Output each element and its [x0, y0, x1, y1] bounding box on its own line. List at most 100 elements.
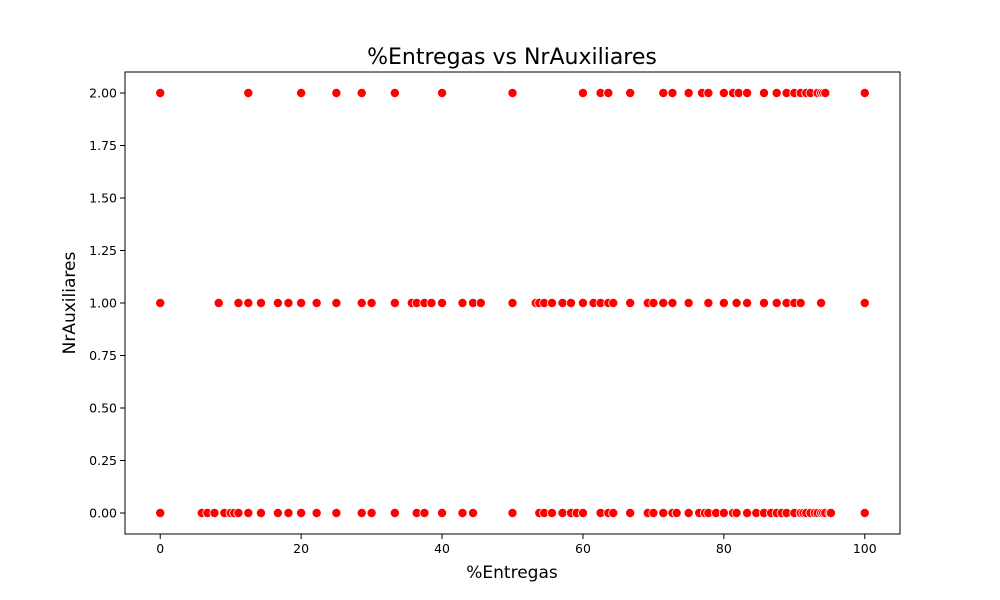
x-tick-label: 20: [293, 541, 309, 556]
data-point: [426, 297, 437, 308]
data-point: [389, 88, 400, 99]
x-axis: 0 20 40 60 80 100: [156, 534, 877, 556]
data-point: [457, 507, 468, 518]
data-point: [859, 88, 870, 99]
data-point: [243, 297, 254, 308]
data-point: [603, 88, 614, 99]
data-point: [437, 507, 448, 518]
x-tick-label: 60: [575, 541, 591, 556]
y-tick-label: 1.00: [89, 296, 117, 311]
data-point: [283, 507, 294, 518]
data-point: [718, 297, 729, 308]
y-axis-label: NrAuxiliares: [60, 252, 80, 355]
y-tick-label: 1.75: [89, 138, 117, 153]
data-point: [667, 88, 678, 99]
data-point: [771, 297, 782, 308]
data-point: [608, 507, 619, 518]
data-point: [759, 297, 770, 308]
data-point: [703, 297, 714, 308]
data-point: [658, 297, 669, 308]
data-point: [731, 507, 742, 518]
data-point: [389, 507, 400, 518]
data-point: [825, 507, 836, 518]
data-point: [331, 507, 342, 518]
data-point: [742, 88, 753, 99]
data-point: [671, 507, 682, 518]
data-point: [507, 88, 518, 99]
data-point: [718, 88, 729, 99]
data-point: [557, 297, 568, 308]
data-point: [331, 297, 342, 308]
data-point: [742, 297, 753, 308]
data-point: [155, 88, 166, 99]
data-point: [331, 88, 342, 99]
data-point: [283, 297, 294, 308]
data-point: [648, 297, 659, 308]
data-point: [296, 507, 307, 518]
data-point: [683, 507, 694, 518]
x-tick-label: 80: [716, 541, 732, 556]
data-point: [859, 297, 870, 308]
data-point: [795, 297, 806, 308]
data-point: [356, 297, 367, 308]
data-point: [546, 297, 557, 308]
data-point: [658, 507, 669, 518]
data-point: [468, 507, 479, 518]
data-point: [389, 297, 400, 308]
data-point: [565, 297, 576, 308]
x-tick-label: 100: [853, 541, 877, 556]
y-tick-label: 1.50: [89, 191, 117, 206]
data-point: [155, 297, 166, 308]
data-point: [733, 88, 744, 99]
data-point: [742, 507, 753, 518]
data-point: [243, 88, 254, 99]
data-point: [625, 297, 636, 308]
y-tick-label: 0.50: [89, 401, 117, 416]
data-point: [255, 507, 266, 518]
data-point: [243, 507, 254, 518]
chart-title: %Entregas vs NrAuxiliares: [367, 45, 657, 70]
data-point: [507, 297, 518, 308]
data-point: [577, 297, 588, 308]
data-point: [356, 88, 367, 99]
y-tick-label: 1.25: [89, 243, 117, 258]
data-point: [311, 297, 322, 308]
data-point: [771, 88, 782, 99]
data-point: [272, 507, 283, 518]
y-tick-label: 0.75: [89, 348, 117, 363]
data-point: [311, 507, 322, 518]
data-point: [296, 88, 307, 99]
data-point: [759, 88, 770, 99]
x-axis-label: %Entregas: [466, 563, 558, 583]
data-point: [648, 507, 659, 518]
data-point: [209, 507, 220, 518]
data-point: [255, 297, 266, 308]
data-point: [731, 297, 742, 308]
data-point: [546, 507, 557, 518]
data-point: [155, 507, 166, 518]
data-point: [475, 297, 486, 308]
y-axis: 0.00 0.25 0.50 0.75 1.00 1.25 1.50 1.75 2.00: [89, 86, 125, 521]
y-tick-label: 2.00: [89, 86, 117, 101]
data-point: [608, 297, 619, 308]
data-point: [577, 88, 588, 99]
data-point: [272, 297, 283, 308]
data-point: [457, 297, 468, 308]
data-point: [859, 507, 870, 518]
y-tick-label: 0.00: [89, 506, 117, 521]
data-point: [437, 88, 448, 99]
data-point: [233, 507, 244, 518]
data-point: [356, 507, 367, 518]
data-point: [213, 297, 224, 308]
data-point: [625, 88, 636, 99]
data-point: [507, 507, 518, 518]
data-point: [667, 297, 678, 308]
y-tick-label: 0.25: [89, 453, 117, 468]
x-tick-label: 0: [156, 541, 164, 556]
data-point: [437, 297, 448, 308]
data-point: [625, 507, 636, 518]
data-point: [366, 297, 377, 308]
data-point: [683, 88, 694, 99]
x-tick-label: 40: [434, 541, 450, 556]
data-point: [683, 297, 694, 308]
